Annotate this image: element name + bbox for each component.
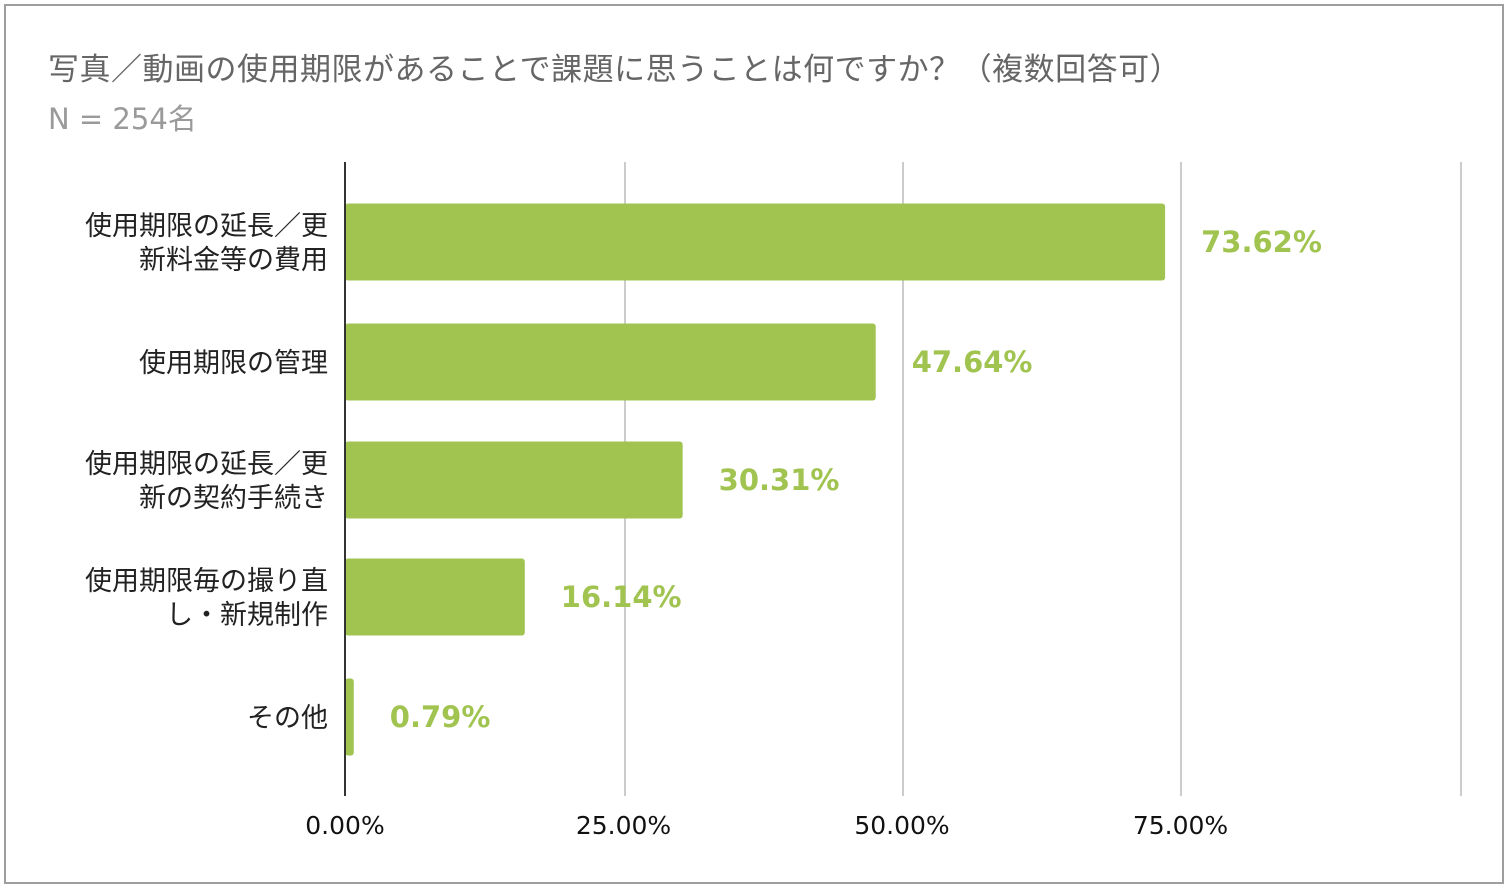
category-label: 使用期限の延長／更: [85, 211, 328, 242]
category-label: し・新規制作: [166, 600, 328, 631]
value-label: 0.79%: [390, 700, 491, 734]
bar: [345, 441, 683, 519]
value-label: 16.14%: [561, 580, 682, 614]
x-tick-label: 25.00%: [576, 811, 671, 840]
bar: [345, 558, 525, 636]
category-label: その他: [247, 703, 328, 734]
category-labels: 使用期限の延長／更新料金等の費用使用期限の管理使用期限の延長／更新の契約手続き使…: [85, 211, 328, 734]
category-label: 使用期限の管理: [139, 348, 328, 379]
value-label: 30.31%: [719, 463, 840, 497]
value-labels: 73.62% 47.64% 30.31% 16.14% 0.79%: [390, 225, 1322, 734]
chart-title: 写真／動画の使用期限があることで課題に思うことは何ですか？（複数回答可）: [48, 52, 1182, 88]
category-label: 使用期限の延長／更: [85, 449, 328, 480]
bar: [345, 203, 1166, 281]
category-label: 新料金等の費用: [139, 245, 328, 276]
value-label: 73.62%: [1201, 225, 1322, 259]
bars: [345, 203, 1166, 756]
x-tick-label: 0.00%: [305, 811, 384, 840]
value-label: 47.64%: [912, 345, 1033, 379]
bar: [345, 678, 354, 756]
category-label: 使用期限毎の撮り直: [85, 566, 328, 597]
category-label: 新の契約手続き: [139, 483, 328, 514]
chart-subtitle: N = 254名: [48, 102, 197, 136]
x-tick-label: 50.00%: [854, 811, 949, 840]
chart-frame: [4, 4, 1504, 884]
bar: [345, 323, 876, 401]
x-tick-label: 75.00%: [1133, 811, 1228, 840]
x-tick-labels: 0.00% 25.00% 50.00% 75.00%: [305, 811, 1228, 840]
